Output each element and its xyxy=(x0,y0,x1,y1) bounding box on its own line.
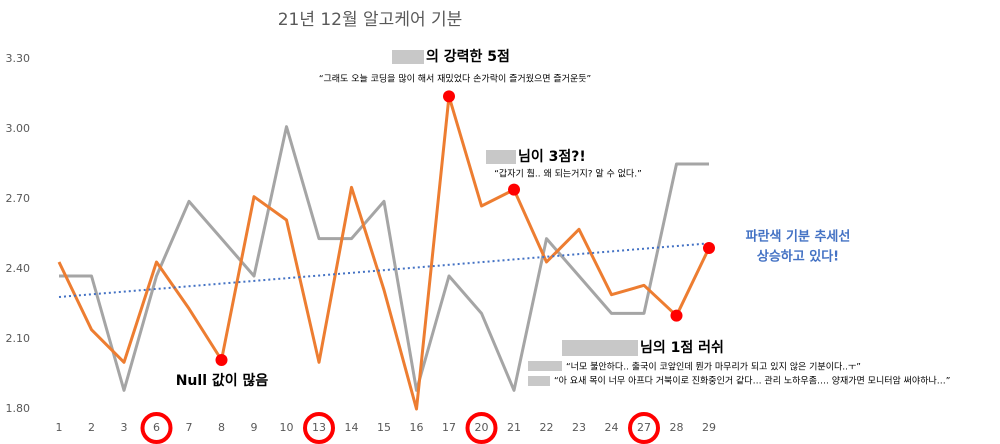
trend-line xyxy=(58,242,710,298)
x-tick-label: 2 xyxy=(88,421,95,434)
chart-title: 21년 12월 알고케어 기분 xyxy=(278,10,463,30)
category-highlight xyxy=(140,412,173,444)
x-tick-label: 21 xyxy=(507,421,521,434)
x-tick-label: 27 xyxy=(637,421,651,434)
highlight-point xyxy=(703,242,715,254)
x-tick-label: 10 xyxy=(280,421,294,434)
x-tick-label: 8 xyxy=(218,421,225,434)
annotation-quote: “갑자기 훱.. 왜 되는거지? 알 수 없다.” xyxy=(494,168,642,180)
y-tick-label: 3.00 xyxy=(6,122,31,135)
series-line xyxy=(57,94,711,411)
x-tick-label: 20 xyxy=(475,421,489,434)
annotation-trend: 상승하고 있다! xyxy=(757,249,839,265)
x-tick-label: 29 xyxy=(702,421,716,434)
x-tick-label: 24 xyxy=(605,421,619,434)
x-tick-label: 13 xyxy=(312,421,326,434)
annotation-trend: 파란색 기분 추세선 xyxy=(746,229,851,245)
category-highlight xyxy=(628,412,660,444)
highlight-point xyxy=(670,309,683,322)
blurred-name xyxy=(392,50,424,64)
category-highlight xyxy=(303,412,335,444)
annotation-null: Null 값이 많음 xyxy=(176,372,269,389)
x-tick-label: 22 xyxy=(540,421,554,434)
highlight-point xyxy=(508,183,520,196)
annotation-title: 님이 3점?! xyxy=(518,148,586,165)
x-tick-label: 23 xyxy=(572,421,586,434)
y-tick-label: 2.10 xyxy=(6,332,31,345)
x-tick-label: 17 xyxy=(442,421,456,434)
category-highlight xyxy=(465,412,498,444)
x-tick-label: 3 xyxy=(121,421,128,434)
x-tick-label: 16 xyxy=(410,421,424,434)
annotation-quote: “너모 불안하다.. 출국이 코앞인데 뭔가 마무리가 되고 있지 않은 기분이… xyxy=(566,361,861,373)
x-tick-label: 14 xyxy=(345,421,359,434)
y-tick-label: 2.40 xyxy=(6,262,31,275)
y-tick-label: 2.70 xyxy=(6,192,31,205)
annotation-title: 의 강력한 5점 xyxy=(426,48,510,65)
series-line xyxy=(59,125,709,392)
y-tick-label: 3.30 xyxy=(6,52,31,65)
highlight-point xyxy=(215,354,228,366)
x-tick-label: 7 xyxy=(186,421,193,434)
annotation-quote: “그래도 오늘 코딩을 많이 해서 재밌었다 손가락이 즐거웠으면 즐거운듯” xyxy=(319,73,591,85)
x-tick-label: 6 xyxy=(153,421,160,434)
annotation-title: 님의 1점 러쉬 xyxy=(640,339,724,356)
blurred-name xyxy=(486,150,516,164)
y-tick-label: 1.80 xyxy=(6,402,31,415)
x-tick-label: 15 xyxy=(377,421,391,434)
annotation-quote: “아 요새 목이 너무 아프다 거북이로 진화중인거 같다… 관리 노하우좀….… xyxy=(554,375,950,387)
x-tick-label: 1 xyxy=(56,421,63,434)
highlight-point xyxy=(443,90,455,103)
x-tick-label: 9 xyxy=(251,421,258,434)
blurred-name xyxy=(562,340,638,356)
blurred-name xyxy=(528,361,562,371)
x-tick-label: 28 xyxy=(670,421,684,434)
blurred-name xyxy=(528,376,550,386)
